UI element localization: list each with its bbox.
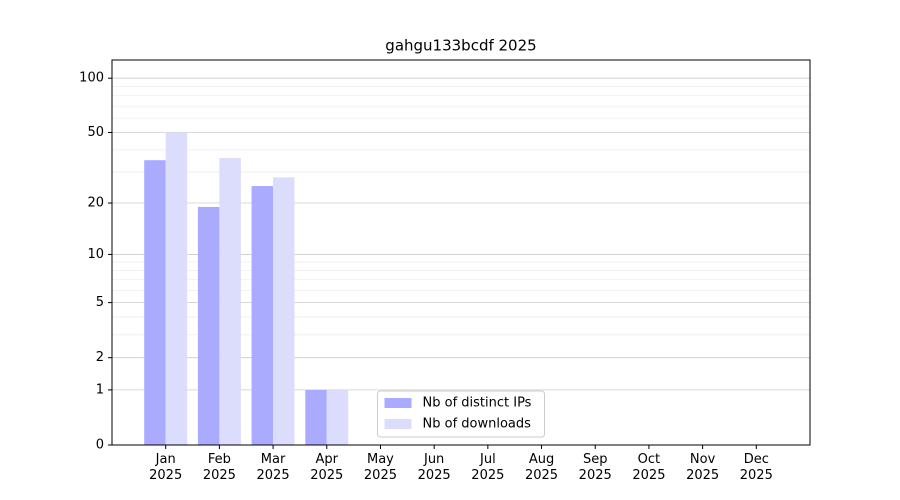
x-tick-label: Apr 2025 xyxy=(310,452,344,483)
x-tick-label: Jun 2025 xyxy=(417,452,451,483)
x-tick-label: Aug 2025 xyxy=(524,452,559,483)
legend-frame xyxy=(377,390,545,438)
chart-title: gahgu133bcdf 2025 xyxy=(385,37,536,55)
plot-frame xyxy=(111,59,811,446)
bar xyxy=(219,158,241,445)
legend-label: Nb of downloads xyxy=(423,417,532,432)
legend-swatch xyxy=(384,419,412,429)
bar xyxy=(144,160,166,446)
x-tick-label: Oct 2025 xyxy=(632,452,666,483)
y-tick-label: 20 xyxy=(87,196,104,211)
x-tick-label: Mar 2025 xyxy=(256,452,290,483)
y-tick-label: 10 xyxy=(87,247,104,262)
x-tick-label: Nov 2025 xyxy=(686,452,720,483)
bar xyxy=(197,206,220,445)
legend-label: Nb of distinct IPs xyxy=(423,396,532,411)
y-tick-label: 50 xyxy=(87,125,104,140)
y-tick-label: 0 xyxy=(96,438,104,453)
y-tick-label: 5 xyxy=(96,295,104,310)
x-tick-label: Dec 2025 xyxy=(739,452,773,483)
x-tick-label: Jul 2025 xyxy=(471,452,505,483)
x-tick-label: Feb 2025 xyxy=(202,452,236,483)
x-tick-label: May 2025 xyxy=(363,452,397,483)
legend-swatch xyxy=(384,398,412,408)
y-tick-label: 2 xyxy=(96,350,104,365)
legend: Nb of distinct IPs Nb of downloads xyxy=(377,390,545,438)
bar xyxy=(326,389,349,445)
bar xyxy=(305,389,327,445)
x-tick-label: Sep 2025 xyxy=(578,452,612,483)
bar xyxy=(165,132,188,445)
y-tick-label: 1 xyxy=(96,382,104,397)
bar xyxy=(251,186,274,445)
bar xyxy=(273,177,295,445)
x-tick-label: Jan 2025 xyxy=(149,452,183,483)
y-tick-label: 100 xyxy=(79,71,104,86)
